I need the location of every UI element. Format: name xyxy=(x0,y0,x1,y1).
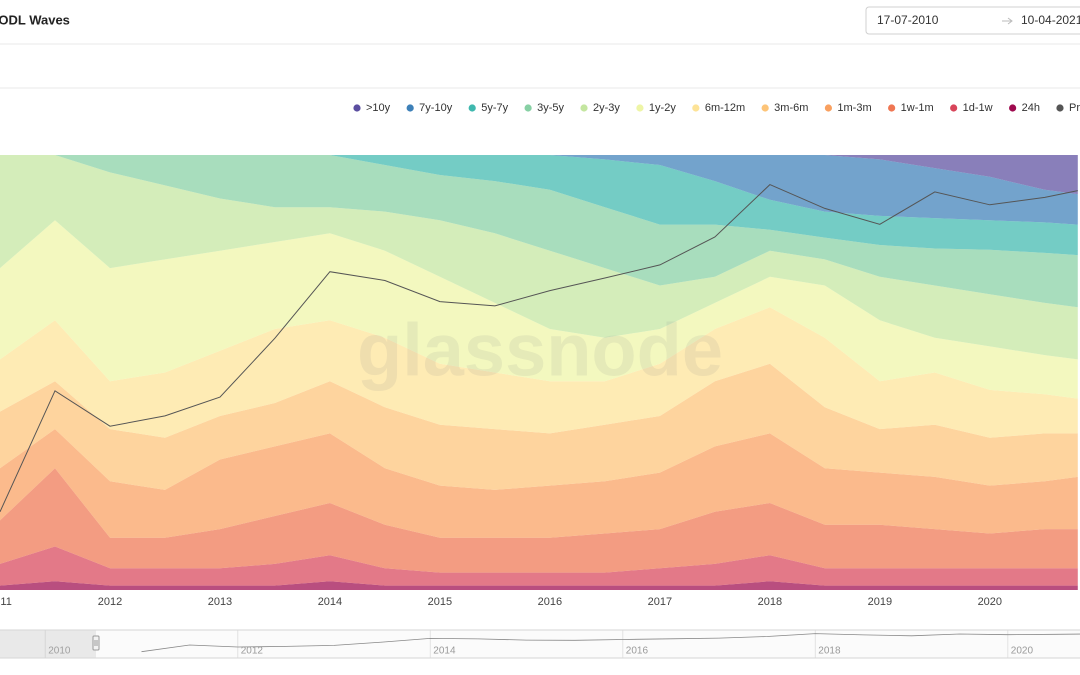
navigator-tick-label: 2012 xyxy=(241,646,264,657)
navigator-tick-label: 2014 xyxy=(433,646,456,657)
legend-label[interactable]: 3y-5y xyxy=(537,102,564,114)
overlay: 2011 2012 2013 2014 2015 2016 2017 2018 2019 2020… xyxy=(0,102,1080,659)
x-tick-label: 2017 xyxy=(648,596,672,608)
navigator-tick-label: 2018 xyxy=(818,646,841,657)
x-tick-label: 2016 xyxy=(538,596,562,608)
area-band xyxy=(0,363,1078,490)
area-band xyxy=(0,155,1078,360)
legend-label[interactable]: 3m-6m xyxy=(774,102,808,114)
navigator-tick-label: 2016 xyxy=(626,646,649,657)
area-band xyxy=(0,220,1078,399)
legend-marker[interactable] xyxy=(824,104,833,112)
legend-marker[interactable] xyxy=(950,104,958,112)
x-tick-label: 2018 xyxy=(758,596,782,608)
legend-marker[interactable] xyxy=(1009,104,1017,112)
legend-marker[interactable] xyxy=(353,104,361,112)
navigator-price-line xyxy=(141,633,1080,653)
price-line xyxy=(0,184,1078,513)
legend-marker[interactable] xyxy=(468,104,476,112)
chart-title: HODL Waves xyxy=(0,12,70,27)
legend-label[interactable]: >10y xyxy=(366,102,391,114)
area-band xyxy=(0,155,1078,225)
legend-marker[interactable] xyxy=(692,104,700,112)
date-from[interactable]: 17-07-2010 xyxy=(877,13,939,27)
legend-label[interactable]: 2y-3y xyxy=(593,102,620,114)
legend-label[interactable]: 7y-10y xyxy=(419,102,453,114)
navigator-handle[interactable] xyxy=(92,635,100,651)
x-tick-label: 2020 xyxy=(978,596,1002,608)
legend-label[interactable]: 1y-2y xyxy=(649,102,676,114)
legend-marker[interactable] xyxy=(888,104,896,112)
legend-marker[interactable] xyxy=(761,104,769,112)
area-band xyxy=(0,581,1078,590)
legend-label[interactable]: 6m-12m xyxy=(705,102,745,114)
legend-label[interactable]: 5y-7y xyxy=(481,102,508,114)
navigator-background xyxy=(0,630,1080,658)
legend-marker[interactable] xyxy=(580,104,588,112)
legend-label[interactable]: 1d-1w xyxy=(963,102,993,114)
x-tick-label: 2015 xyxy=(428,596,452,608)
x-tick-label: 2013 xyxy=(208,596,232,608)
watermark: glassnode xyxy=(357,309,723,392)
x-tick-label: 2014 xyxy=(318,596,342,608)
area-band xyxy=(0,155,1078,256)
date-arrow xyxy=(1002,17,1013,25)
date-to[interactable]: 10-04-2021 xyxy=(1021,13,1080,27)
area-band xyxy=(0,429,1078,538)
legend-label[interactable]: Price xyxy=(1069,102,1080,114)
navigator-mask xyxy=(0,630,96,658)
area-band xyxy=(0,468,1078,573)
legend-marker[interactable] xyxy=(1056,104,1064,112)
legend-label[interactable]: 24h xyxy=(1022,102,1040,114)
area-band xyxy=(0,546,1078,586)
area-band xyxy=(0,307,1078,438)
legend-label[interactable]: 1w-1m xyxy=(901,102,934,114)
legend-marker[interactable] xyxy=(524,104,532,112)
legend-marker[interactable] xyxy=(406,104,414,112)
x-tick-label: 2012 xyxy=(98,596,122,608)
legend-label[interactable]: 1m-3m xyxy=(837,102,871,114)
date-range-box[interactable] xyxy=(865,6,1080,35)
navigator-tick-label: 2010 xyxy=(48,646,71,657)
area-band xyxy=(0,155,1078,308)
x-tick-label: 2011 xyxy=(0,596,12,608)
legend-marker[interactable] xyxy=(636,104,644,112)
x-tick-label: 2019 xyxy=(868,596,892,608)
plot-area xyxy=(0,155,1078,590)
area-band xyxy=(0,155,1078,195)
navigator-tick-label: 2020 xyxy=(1011,646,1034,657)
